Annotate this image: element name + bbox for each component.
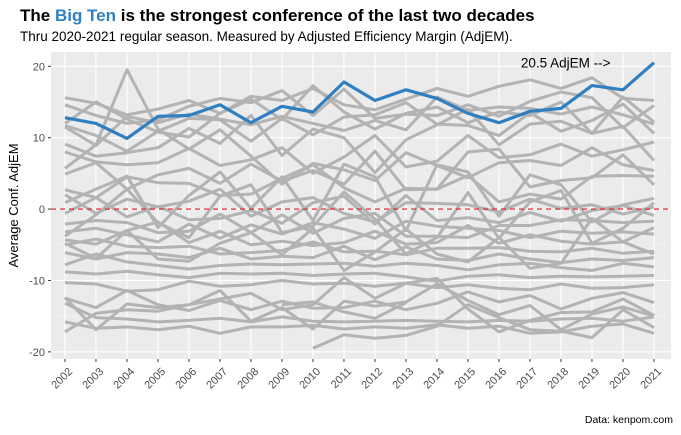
chart-subtitle: Thru 2020-2021 regular season. Measured … — [20, 29, 513, 44]
x-tick-label: 2004 — [111, 366, 137, 392]
y-axis: -20 -10 0 10 20 — [29, 61, 51, 359]
big-ten-series — [64, 61, 656, 140]
series-line — [281, 300, 407, 320]
series-line — [64, 269, 655, 283]
series-line — [64, 101, 656, 153]
x-tick-label: 2011 — [329, 366, 354, 391]
title-highlight: Big Ten — [54, 6, 117, 25]
series-line — [64, 76, 655, 117]
x-tick-label: 2010 — [297, 366, 323, 392]
data-source-caption: Data: kenpom.com — [584, 414, 673, 426]
x-axis: 2002 2003 2004 2005 2006 2007 2008 2009 2010 2011… — [49, 359, 664, 392]
series-line — [312, 303, 655, 350]
series-line — [64, 68, 655, 186]
x-tick-label: 2012 — [359, 366, 385, 392]
x-tick-label: 2019 — [576, 366, 602, 392]
x-tick-label: 2018 — [545, 366, 571, 392]
x-tick-label: 2015 — [452, 366, 478, 392]
x-tick-label: 2016 — [483, 366, 509, 392]
x-tick-label: 2002 — [49, 366, 75, 392]
series-line — [64, 301, 655, 324]
series-line — [64, 211, 655, 240]
y-tick-label: -20 — [29, 347, 45, 359]
series-line — [64, 219, 655, 244]
title-suffix: is the strongest conference of the last … — [116, 6, 535, 25]
series-line — [64, 279, 655, 293]
big-ten-line — [64, 61, 656, 140]
series-line — [64, 216, 655, 272]
series-line — [64, 134, 655, 175]
annotation-label: 20.5 AdjEM --> — [521, 56, 611, 71]
series-line — [64, 252, 655, 272]
title-prefix: The — [20, 6, 55, 25]
x-tick-label: 2008 — [235, 366, 261, 392]
series-line — [64, 276, 655, 334]
x-tick-label: 2005 — [142, 366, 168, 392]
series-line — [64, 163, 655, 204]
y-axis-title: Average Conf. AdjEM — [6, 143, 21, 267]
x-tick-label: 2013 — [390, 366, 416, 392]
y-tick-label: 0 — [39, 204, 45, 216]
x-tick-label: 2021 — [638, 366, 664, 392]
x-tick-label: 2014 — [421, 366, 447, 392]
x-tick-label: 2003 — [80, 366, 106, 392]
x-tick-label: 2007 — [204, 366, 230, 392]
series-line — [64, 183, 655, 256]
other-conferences — [63, 68, 656, 350]
series-line — [64, 95, 655, 147]
series-line — [64, 162, 655, 232]
chart-title: The Big Ten is the strongest conference … — [20, 6, 535, 26]
series-line — [64, 187, 655, 224]
y-tick-label: -10 — [29, 275, 45, 287]
x-tick-label: 2020 — [607, 366, 633, 392]
y-tick-label: 20 — [33, 61, 45, 73]
x-tick-label: 2017 — [514, 366, 540, 392]
y-tick-label: 10 — [33, 133, 45, 145]
x-tick-label: 2009 — [266, 366, 292, 392]
series-line — [64, 244, 655, 265]
series-line — [63, 282, 655, 332]
series-line — [64, 107, 656, 175]
x-tick-label: 2006 — [173, 366, 199, 392]
